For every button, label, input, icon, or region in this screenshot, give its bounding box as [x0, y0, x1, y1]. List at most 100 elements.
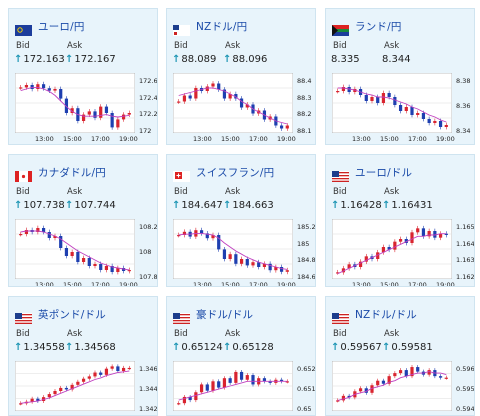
x-tick-label: 15:00 — [63, 281, 82, 287]
candle-body — [370, 385, 374, 393]
flag-icon — [173, 167, 190, 182]
x-tick-label: 17:00 — [249, 281, 268, 287]
ask-label: Ask — [384, 187, 400, 197]
candle-body — [393, 97, 397, 105]
candle-body — [234, 254, 238, 264]
rate-card[interactable]: スイスフラン/円 Bid Ask ↑184.647 ↑184.663 185.2 185 18… — [166, 154, 316, 287]
candlestick-chart[interactable] — [332, 361, 452, 411]
candle-body — [222, 378, 227, 388]
card-header[interactable]: ユーロ/ドル — [332, 165, 413, 182]
rate-card[interactable]: 英ポンド/ドル Bid Ask ↑1.34558 ↑1.34568 1.346 1.344 1… — [8, 296, 158, 416]
y-tick-label: 172 — [139, 127, 152, 135]
card-header[interactable]: NZドル/ドル — [332, 307, 417, 324]
y-tick-label: 0.595 — [456, 385, 475, 393]
y-axis-ticks: 185.2 185 184.8 184.6 — [297, 219, 316, 281]
candle-body — [274, 267, 278, 271]
x-tick-label: 19:00 — [277, 135, 296, 143]
candle-body — [421, 228, 426, 237]
moving-average-line — [20, 230, 130, 271]
moving-average-line — [337, 233, 447, 275]
candle-body — [205, 233, 209, 239]
ask-price-value: 88.096 — [232, 54, 268, 65]
candlestick-chart[interactable] — [332, 219, 452, 279]
rate-card[interactable]: ランド/円 Bid Ask 8.335 8.344 8.38 8.36 8.34 13:00 15… — [325, 8, 475, 145]
rate-card[interactable]: カナダドル/円 Bid Ask ↑107.738 ↑107.744 108.2 108 107… — [8, 154, 158, 287]
card-header[interactable]: ランド/円 — [332, 19, 402, 36]
candlestick-chart[interactable] — [173, 361, 293, 411]
candlestick-chart[interactable] — [15, 73, 135, 133]
candle-body — [416, 367, 420, 372]
pair-title[interactable]: NZドル/ドル — [355, 308, 417, 321]
arrow-up-icon: ↑ — [382, 200, 391, 211]
y-tick-label: 1.346 — [139, 365, 158, 373]
candlestick-chart[interactable] — [173, 219, 293, 279]
y-tick-label: 185 — [297, 239, 310, 248]
y-tick-label: 1.342 — [139, 405, 158, 413]
candle-body — [393, 373, 397, 377]
bid-label: Bid — [16, 187, 30, 197]
candle-body — [398, 105, 403, 111]
x-tick-label: 15:00 — [221, 281, 240, 287]
ask-price-value: 107.744 — [74, 200, 116, 211]
candle-body — [199, 384, 204, 393]
candlestick-chart[interactable] — [15, 219, 135, 279]
candlestick-chart[interactable] — [15, 361, 135, 411]
candle-body — [421, 113, 426, 119]
candle-body — [127, 270, 131, 272]
rate-card[interactable]: NZドル/円 Bid Ask ↑88.089 ↑88.096 88.4 88.3 88.2 88… — [166, 8, 316, 145]
ask-label: Ask — [225, 329, 241, 339]
candle-body — [199, 230, 204, 234]
y-axis-ticks: 1.346 1.344 1.342 — [139, 361, 158, 413]
pair-title[interactable]: ユーロ/ドル — [355, 166, 413, 179]
rate-card[interactable]: NZドル/ドル Bid Ask ↑0.59567 ↑0.59581 0.596 0.595 0… — [325, 296, 475, 416]
x-tick-label: 17:00 — [408, 281, 427, 287]
y-tick-label: 88.3 — [297, 93, 312, 102]
ask-label: Ask — [384, 41, 400, 51]
candlestick-chart[interactable] — [173, 73, 293, 133]
card-header[interactable]: ユーロ/円 — [15, 19, 85, 36]
candle-body — [121, 367, 126, 371]
candle-body — [438, 121, 443, 127]
y-tick-label: 88.4 — [297, 77, 312, 85]
candle-body — [116, 119, 120, 128]
candle-body — [364, 95, 368, 101]
y-tick-label: 184.8 — [297, 256, 316, 265]
ask-price: ↑88.096 — [223, 54, 267, 65]
rate-card[interactable]: ユーロ/円 Bid Ask ↑172.163 ↑172.167 172.6 172.4 172… — [8, 8, 158, 145]
x-tick-label: 13:00 — [193, 281, 212, 287]
candle-body — [99, 106, 103, 118]
rate-card[interactable]: 豪ドル/ドル Bid Ask ↑0.65124 ↑0.65128 0.652 0.651 0.… — [166, 296, 316, 416]
rate-card[interactable]: ユーロ/ドル Bid Ask ↑1.16428 ↑1.16431 1.165 1.164 1.… — [325, 154, 475, 287]
candle-body — [341, 87, 346, 91]
candle-body — [234, 94, 238, 99]
candle-body — [239, 98, 244, 108]
candle-body — [245, 259, 249, 266]
y-tick-label: 0.594 — [456, 405, 475, 413]
pair-title[interactable]: NZドル/円 — [196, 20, 248, 33]
candle-body — [76, 252, 80, 262]
card-header[interactable]: スイスフラン/円 — [173, 165, 275, 182]
candle-body — [427, 231, 431, 237]
y-tick-label: 0.596 — [456, 365, 475, 373]
candlestick-chart[interactable] — [332, 73, 452, 133]
pair-title[interactable]: 英ポンド/ドル — [38, 308, 106, 321]
pair-title[interactable]: ユーロ/円 — [38, 20, 85, 33]
ask-price-value: 8.344 — [382, 54, 411, 65]
y-tick-label: 1.162 — [456, 273, 475, 281]
candle-body — [211, 83, 215, 87]
arrow-up-icon: ↑ — [223, 200, 232, 211]
pair-title[interactable]: スイスフラン/円 — [196, 166, 275, 179]
moving-average-line — [178, 380, 288, 401]
card-header[interactable]: カナダドル/円 — [15, 165, 106, 182]
pair-title[interactable]: ランド/円 — [355, 20, 402, 33]
flag-icon — [173, 309, 190, 324]
pair-title[interactable]: 豪ドル/ドル — [196, 308, 254, 321]
pair-title[interactable]: カナダドル/円 — [38, 166, 106, 179]
card-header[interactable]: 豪ドル/ドル — [173, 307, 254, 324]
flag-icon — [332, 21, 349, 36]
ask-price: ↑0.65128 — [223, 342, 274, 353]
card-header[interactable]: NZドル/円 — [173, 19, 248, 36]
flag-icon — [15, 309, 32, 324]
card-header[interactable]: 英ポンド/ドル — [15, 307, 106, 324]
